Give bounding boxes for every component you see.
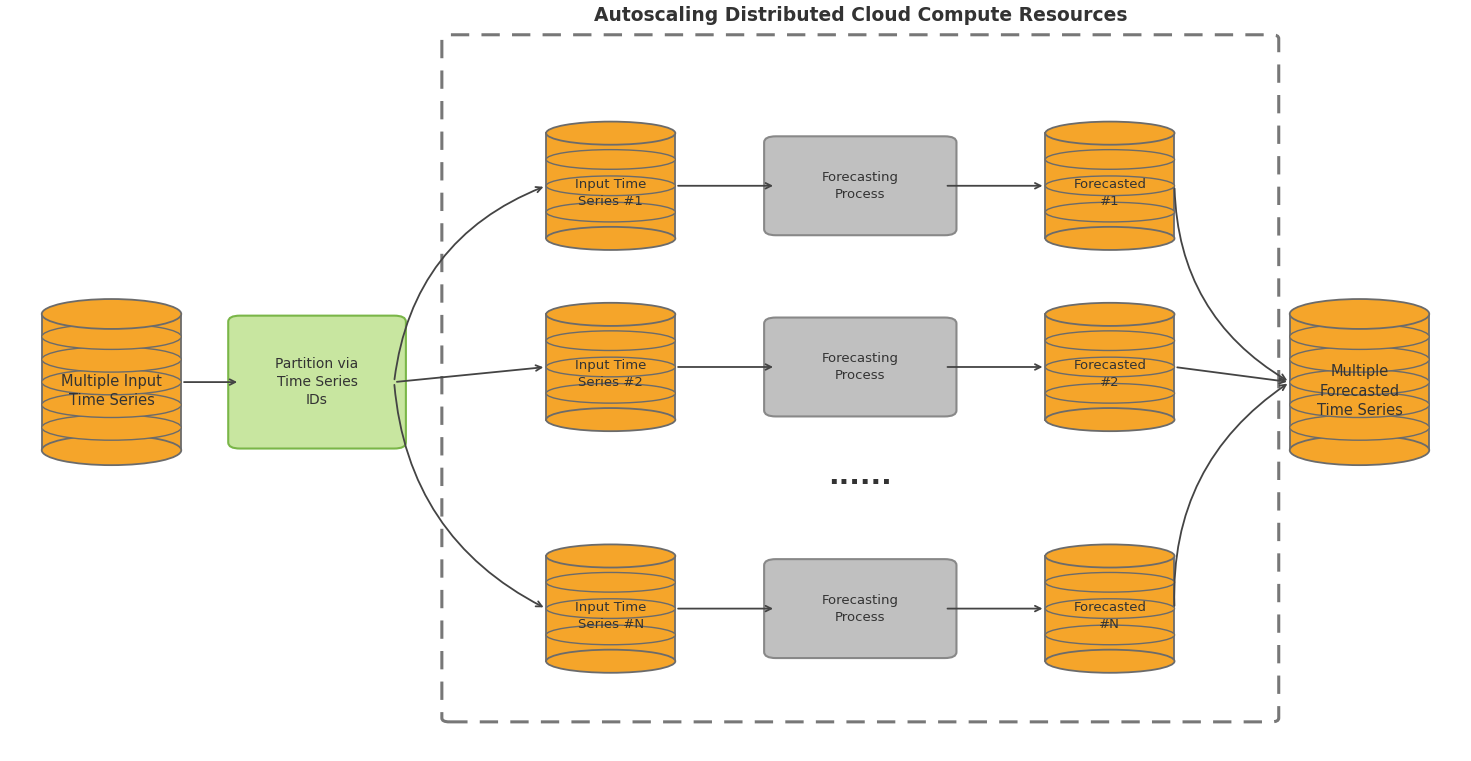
Bar [1046, 314, 1174, 419]
Text: Forecasted
#2: Forecasted #2 [1074, 359, 1146, 389]
Ellipse shape [546, 202, 675, 222]
Ellipse shape [546, 357, 675, 377]
Ellipse shape [1046, 384, 1174, 403]
Ellipse shape [1046, 408, 1174, 431]
Ellipse shape [1046, 150, 1174, 169]
Ellipse shape [1046, 625, 1174, 645]
Ellipse shape [546, 303, 675, 326]
FancyBboxPatch shape [763, 136, 956, 235]
Bar [1046, 133, 1174, 238]
Text: Partition via
Time Series
IDs: Partition via Time Series IDs [275, 357, 359, 407]
Ellipse shape [1046, 202, 1174, 222]
Text: Input Time
Series #1: Input Time Series #1 [575, 178, 646, 208]
Ellipse shape [1046, 599, 1174, 619]
Ellipse shape [1046, 176, 1174, 196]
Ellipse shape [41, 435, 181, 465]
Ellipse shape [41, 347, 181, 372]
Bar [546, 556, 675, 661]
Text: Multiple
Forecasted
Time Series: Multiple Forecasted Time Series [1317, 364, 1402, 419]
Text: Forecasted
#N: Forecasted #N [1074, 600, 1146, 631]
Ellipse shape [546, 227, 675, 250]
Ellipse shape [1046, 544, 1174, 568]
Text: Forecasted
#1: Forecasted #1 [1074, 178, 1146, 208]
Ellipse shape [41, 324, 181, 349]
Ellipse shape [1290, 369, 1430, 395]
Text: Forecasting
Process: Forecasting Process [822, 352, 899, 382]
Ellipse shape [1046, 122, 1174, 145]
Ellipse shape [546, 650, 675, 673]
Ellipse shape [546, 599, 675, 619]
Text: Input Time
Series #2: Input Time Series #2 [575, 359, 646, 389]
FancyBboxPatch shape [763, 559, 956, 658]
Ellipse shape [546, 176, 675, 196]
Ellipse shape [1046, 331, 1174, 351]
Ellipse shape [1290, 347, 1430, 372]
Ellipse shape [1046, 650, 1174, 673]
Bar [1290, 314, 1430, 451]
Ellipse shape [41, 299, 181, 329]
Ellipse shape [1290, 299, 1430, 329]
Text: Forecasting
Process: Forecasting Process [822, 170, 899, 201]
Ellipse shape [1290, 324, 1430, 349]
Bar [546, 133, 675, 238]
Ellipse shape [546, 122, 675, 145]
Ellipse shape [546, 625, 675, 645]
Ellipse shape [546, 572, 675, 592]
Ellipse shape [1046, 227, 1174, 250]
FancyBboxPatch shape [763, 317, 956, 416]
Ellipse shape [1290, 415, 1430, 440]
Ellipse shape [41, 415, 181, 440]
Bar [546, 314, 675, 419]
Ellipse shape [1290, 392, 1430, 418]
Text: Multiple Input
Time Series: Multiple Input Time Series [62, 374, 162, 409]
Text: Forecasting
Process: Forecasting Process [822, 594, 899, 623]
Ellipse shape [1046, 572, 1174, 592]
Ellipse shape [1046, 357, 1174, 377]
Ellipse shape [546, 544, 675, 568]
Bar [41, 314, 181, 451]
FancyBboxPatch shape [228, 316, 406, 448]
Ellipse shape [1290, 435, 1430, 465]
Ellipse shape [1046, 303, 1174, 326]
Ellipse shape [546, 408, 675, 431]
Ellipse shape [41, 392, 181, 418]
Ellipse shape [41, 369, 181, 395]
Text: Autoscaling Distributed Cloud Compute Resources: Autoscaling Distributed Cloud Compute Re… [594, 6, 1127, 25]
Ellipse shape [546, 331, 675, 351]
Bar [1046, 556, 1174, 661]
Ellipse shape [546, 384, 675, 403]
Text: Input Time
Series #N: Input Time Series #N [575, 600, 646, 631]
Text: ......: ...... [828, 463, 893, 491]
Ellipse shape [546, 150, 675, 169]
